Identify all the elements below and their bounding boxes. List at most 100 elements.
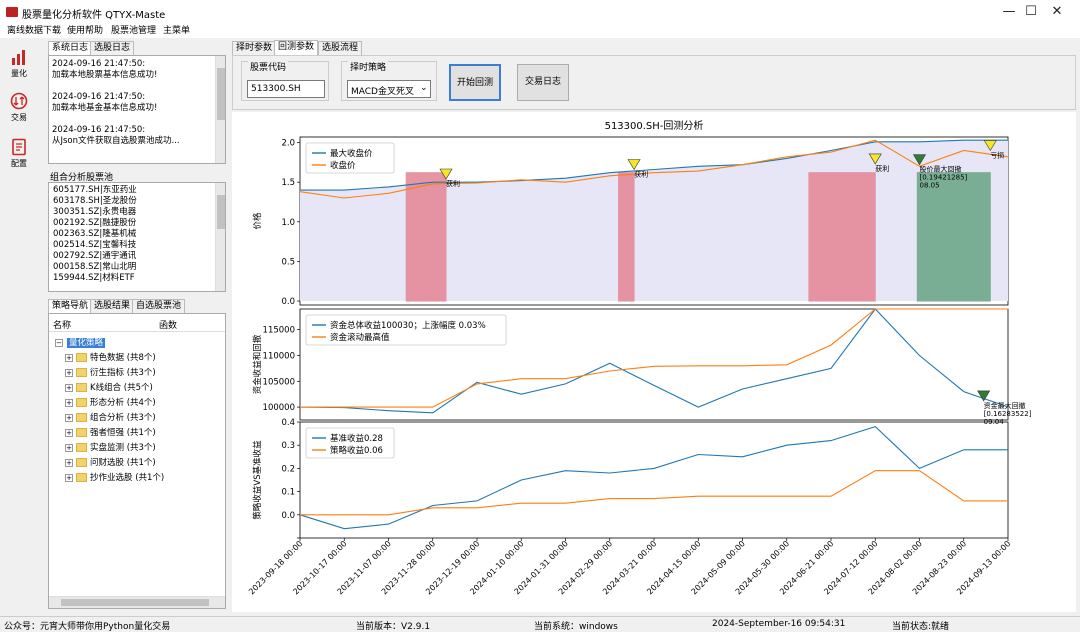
nav-trade[interactable]: 交易	[4, 88, 34, 132]
tree-item-label: 问财选股 (共1个)	[90, 458, 156, 468]
strategy-select[interactable]: MACD金叉死叉 ⌄	[347, 80, 431, 98]
folder-icon	[76, 383, 87, 392]
plot-frame	[299, 421, 1009, 539]
tab-system-log[interactable]: 系统日志	[48, 41, 93, 55]
log-line	[52, 81, 180, 92]
expand-icon[interactable]: +	[65, 353, 73, 362]
pool-items: 605177.SH|东亚药业 603178.SH|圣龙股份 300351.SZ|…	[51, 185, 209, 289]
series-line	[299, 308, 1009, 414]
series-line	[300, 308, 1008, 408]
list-item[interactable]: 002192.SZ|融捷股份	[53, 218, 137, 228]
list-item[interactable]: 000158.SZ|常山北明	[53, 262, 137, 272]
stock-pool-list: 605177.SH|东亚药业 603178.SH|圣龙股份 300351.SZ|…	[48, 182, 226, 292]
nav-trade-label: 交易	[11, 113, 27, 122]
expand-icon[interactable]: +	[65, 458, 73, 467]
tab-strategy-nav[interactable]: 策略导航	[48, 299, 93, 313]
nav-config[interactable]: 配置	[4, 134, 34, 178]
scroll-thumb[interactable]	[217, 195, 225, 229]
legend-box	[305, 142, 395, 174]
tab-select-log[interactable]: 选股日志	[90, 41, 135, 55]
tree-item[interactable]: + 形态分析 (共4个)	[55, 396, 164, 411]
tree-rows: − 量化策略 + 特色数据 (共8个) + 衍生指标 (共3个) + K线组合 (共5个…	[55, 336, 164, 486]
list-item[interactable]: 603178.SH|圣龙股份	[53, 196, 137, 206]
code-label: 股票代码	[248, 60, 289, 73]
list-item[interactable]: 605177.SH|东亚药业	[53, 185, 137, 195]
tree-hscrollbar[interactable]	[49, 596, 225, 608]
series-line	[299, 425, 1008, 530]
tree-item[interactable]: + 问财选股 (共1个)	[55, 456, 164, 471]
expand-icon[interactable]: +	[65, 428, 73, 437]
chevron-down-icon: ⌄	[420, 83, 428, 93]
scroll-thumb[interactable]	[217, 68, 225, 120]
minimize-button[interactable]: —	[1002, 4, 1016, 19]
list-item[interactable]: 300351.SZ|永贵电器	[53, 207, 137, 217]
tree-item[interactable]: + K线组合 (共5个)	[55, 381, 164, 396]
collapse-icon[interactable]: −	[55, 338, 63, 347]
tab-backtest-params[interactable]: 回测参数	[274, 40, 319, 55]
holding-period	[618, 172, 635, 302]
y-axis-label: 策略收益VS基准收益	[252, 440, 263, 520]
close-button[interactable]: ✕	[1051, 4, 1063, 19]
log-line: 2024-09-16 21:47:50:	[52, 92, 146, 102]
list-item[interactable]: 002792.SZ|通宇通讯	[53, 251, 137, 261]
drawdown-marker	[977, 390, 991, 402]
expand-icon[interactable]: +	[65, 383, 73, 392]
legend-entry: 最大收盘价	[330, 148, 373, 159]
maximize-button[interactable]: ☐	[1025, 4, 1037, 19]
log-scrollbar[interactable]	[215, 56, 225, 163]
y-tick-label: 0.3	[281, 441, 295, 451]
log-line: 加载本地股票基本信息成功!	[52, 70, 158, 80]
tree-item[interactable]: + 强者恒强 (共1个)	[55, 426, 164, 441]
expand-icon[interactable]: +	[65, 398, 73, 407]
tree-item[interactable]: + 特色数据 (共8个)	[55, 351, 164, 366]
log-line: 2024-09-16 21:47:50:	[52, 59, 146, 69]
tree-item[interactable]: + 组合分析 (共3个)	[55, 411, 164, 426]
annotation-label: [0.19421285]	[920, 174, 968, 182]
tree-header-name: 名称	[53, 321, 72, 331]
tab-custom-pool[interactable]: 自选股票池	[132, 299, 186, 313]
nav-quant[interactable]: 量化	[4, 44, 34, 88]
code-group: 股票代码	[241, 60, 329, 101]
list-item[interactable]: 159944.SZ|材料ETF	[53, 273, 135, 283]
annotation-label: 获利	[634, 169, 648, 178]
tree-item[interactable]: + 实盘监测 (共3个)	[55, 441, 164, 456]
legend-box	[305, 314, 507, 346]
trade-marker	[912, 154, 927, 166]
list-item[interactable]: 002514.SZ|宝馨科技	[53, 240, 137, 250]
tab-timing-params[interactable]: 择时参数	[232, 41, 277, 55]
tab-select-flow[interactable]: 选股流程	[318, 41, 363, 55]
y-axis-label: 价格	[252, 212, 263, 230]
menu-stock-pool[interactable]: 股票池管理	[111, 26, 157, 36]
menu-offline-download[interactable]: 离线数据下载	[7, 26, 62, 36]
status-state: 当前状态:就绪	[892, 622, 950, 632]
y-tick-label: 0.2	[281, 464, 295, 474]
holding-period	[405, 172, 447, 302]
legend-entry: 基准收益0.28	[330, 433, 383, 444]
list-item[interactable]: 002363.SZ|隆基机械	[53, 229, 137, 239]
tree-item-label: 强者恒强 (共1个)	[90, 428, 156, 438]
stock-code-input[interactable]	[247, 80, 325, 98]
pool-scrollbar[interactable]	[215, 183, 225, 291]
tab-select-result[interactable]: 选股结果	[90, 299, 135, 313]
tree-root[interactable]: − 量化策略	[55, 336, 164, 351]
scroll-thumb[interactable]	[61, 599, 209, 606]
start-backtest-button[interactable]: 开始回测	[449, 64, 501, 101]
tree-item-label: 形态分析 (共4个)	[90, 398, 156, 408]
trade-marker	[868, 153, 882, 165]
y-tick-label: 100000	[263, 403, 295, 413]
strategy-tree: 名称 函数 − 量化策略 + 特色数据 (共8个) + 衍生指标 (共3个) + K线组…	[48, 313, 226, 609]
expand-icon[interactable]: +	[65, 473, 73, 482]
tree-item[interactable]: + 抄作业选股 (共1个)	[55, 471, 164, 486]
tree-item[interactable]: + 衍生指标 (共3个)	[55, 366, 164, 381]
trade-log-button[interactable]: 交易日志	[517, 64, 569, 101]
chart-canvas: 513300.SH-回测分析 价格 0.0 0.5 1.0 1.5 2.0 最大收盘价 收盘价资…	[232, 112, 1076, 612]
folder-icon	[76, 458, 87, 467]
legend-entry: 资金滚动最高值	[330, 332, 390, 343]
expand-icon[interactable]: +	[65, 413, 73, 422]
menu-help[interactable]: 使用帮助	[67, 26, 104, 36]
expand-icon[interactable]: +	[65, 443, 73, 452]
nav-quant-label: 量化	[11, 69, 27, 78]
expand-icon[interactable]: +	[65, 368, 73, 377]
y-tick-label: 115000	[263, 326, 295, 336]
menu-main[interactable]: 主菜单	[163, 26, 191, 36]
